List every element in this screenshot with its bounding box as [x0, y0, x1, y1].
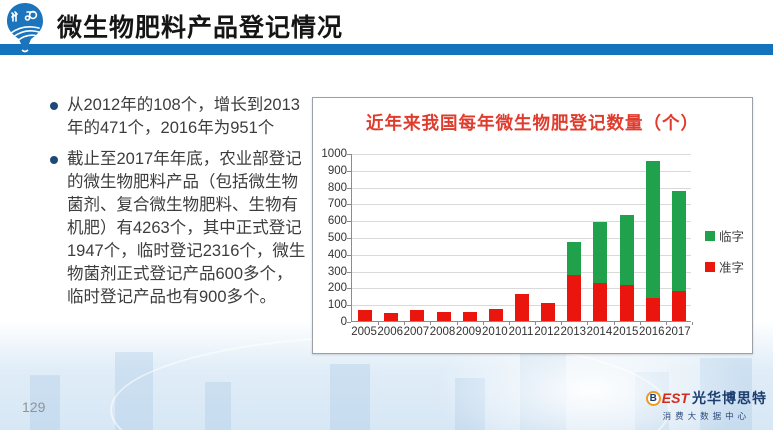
x-axis-tick: [613, 322, 615, 325]
y-axis-tick: [347, 154, 351, 155]
y-axis-tick: [347, 322, 351, 323]
x-axis-tick-label: 2013: [560, 326, 587, 338]
gridline: [352, 170, 691, 172]
bar-segment-临字-2014: [593, 221, 608, 284]
legend-label: 临字: [719, 230, 745, 244]
chart-panel: 近年来我国每年微生物肥登记数量（个） 0 100 200 300 400 500 600 70…: [312, 97, 753, 354]
bar-segment-准字-2006: [384, 313, 399, 321]
x-axis-tick-label: 2011: [508, 326, 534, 338]
bar-segment-准字-2013: [567, 274, 582, 321]
bar-segment-准字-2010: [488, 308, 503, 321]
y-axis-tick-label: 1000: [321, 148, 347, 160]
x-axis-tick-label: 2008: [429, 326, 456, 338]
bar-segment-临字-2016: [645, 161, 660, 299]
gridline: [352, 221, 691, 223]
bar-segment-准字-2014: [593, 283, 608, 321]
bar-segment-准字-2017: [671, 291, 686, 321]
x-axis-tick: [639, 322, 641, 325]
gridline: [352, 187, 691, 189]
y-axis-tick: [347, 204, 351, 206]
brand-b-circle-icon: B: [645, 390, 661, 406]
bar-segment-临字-2013: [567, 241, 582, 275]
legend-item-临字: 临字: [705, 226, 744, 245]
x-axis-tick: [482, 322, 484, 325]
x-axis-tick: [430, 322, 432, 325]
x-axis-tick-label: 2006: [377, 326, 403, 338]
bar-segment-临字-2017: [671, 190, 686, 292]
page-number: 129: [22, 399, 46, 415]
y-axis-tick: [347, 305, 351, 307]
x-axis-tick: [665, 322, 667, 325]
gridline: [352, 204, 691, 206]
y-axis-tick-label: 300: [327, 265, 347, 278]
bar-segment-准字-2016: [645, 298, 660, 321]
y-axis-tick-label: 0: [340, 316, 347, 328]
brand-subtitle: 消费大数据中心: [662, 411, 751, 421]
y-axis-tick-label: 600: [327, 215, 347, 228]
gridline: [352, 271, 691, 273]
bullet-item: 从2012年的108个，增长到2013年的471个，2016年为951个: [48, 94, 308, 140]
gridline: [352, 154, 691, 155]
y-axis-tick-label: 400: [327, 248, 347, 261]
y-axis-tick-label: 800: [327, 181, 347, 194]
gridline: [352, 254, 691, 256]
x-axis-tick-label: 2016: [638, 326, 665, 338]
y-axis-tick: [347, 221, 351, 223]
gridline: [352, 288, 691, 290]
y-axis-tick: [347, 288, 351, 290]
x-axis-tick: [508, 322, 510, 325]
y-axis-tick: [347, 187, 351, 189]
y-axis-tick: [347, 271, 351, 273]
x-axis-tick-label: 2012: [534, 326, 560, 338]
bar-segment-准字-2005: [358, 310, 373, 321]
x-axis-tick: [456, 322, 458, 325]
building-silhouette: [30, 375, 60, 430]
x-axis-tick-label: 2015: [612, 326, 639, 338]
x-axis-tick-label: 2009: [455, 326, 482, 338]
legend-swatch-icon: [705, 230, 715, 241]
bar-segment-准字-2007: [410, 310, 425, 321]
x-axis-tick-label: 2014: [586, 326, 613, 338]
x-axis-tick: [404, 322, 406, 325]
bar-segment-准字-2012: [541, 302, 556, 321]
x-axis-tick-label: 2005: [351, 326, 377, 338]
bullet-list: 从2012年的108个，增长到2013年的471个，2016年为951个 截止至…: [48, 94, 308, 317]
chart-title: 近年来我国每年微生物肥登记数量（个）: [366, 113, 699, 133]
x-axis-tick: [378, 322, 380, 325]
y-axis-tick-label: 500: [327, 232, 347, 244]
bar-segment-临字-2015: [619, 215, 634, 286]
y-axis-tick-label: 200: [327, 282, 347, 295]
brand-name-text: 光华博思特: [692, 390, 767, 406]
legend-item-准字: 准字: [705, 257, 744, 276]
x-axis-tick: [561, 322, 563, 325]
bar-segment-准字-2008: [436, 312, 451, 321]
x-axis-tick-label: 2017: [665, 326, 691, 338]
x-axis-tick: [587, 322, 589, 325]
x-axis-tick-label: 2010: [482, 326, 508, 338]
y-axis-tick: [347, 254, 351, 256]
page-title: 微生物肥料产品登记情况: [57, 14, 344, 42]
x-axis-tick: [535, 322, 537, 325]
y-axis-tick: [347, 238, 351, 239]
chart-legend: 临字 准字: [705, 226, 744, 288]
bar-segment-准字-2009: [462, 312, 477, 321]
x-axis-tick-label: 2007: [403, 326, 430, 338]
y-axis-tick: [347, 170, 351, 172]
bullet-item: 截止至2017年年底，农业部登记的微生物肥料产品（包括微生物菌剂、复合微生物肥料…: [48, 148, 308, 309]
y-axis-tick-label: 700: [327, 198, 347, 211]
agriculture-balloon-logo-icon: [5, 2, 45, 56]
brand-est-text: EST: [661, 390, 689, 406]
bar-segment-准字-2011: [515, 294, 529, 321]
brand-logo: B EST 光华博思特 消费大数据中心: [645, 388, 767, 422]
y-axis-tick-label: 900: [327, 164, 347, 177]
legend-swatch-icon: [705, 261, 715, 272]
gridline: [352, 238, 691, 239]
x-axis-tick: [692, 322, 693, 325]
header-divider-bar: [0, 44, 773, 55]
chart-plot-area: [347, 154, 693, 325]
legend-label: 准字: [719, 261, 745, 275]
bar-segment-准字-2015: [619, 285, 634, 321]
y-axis-tick-label: 100: [327, 299, 347, 312]
